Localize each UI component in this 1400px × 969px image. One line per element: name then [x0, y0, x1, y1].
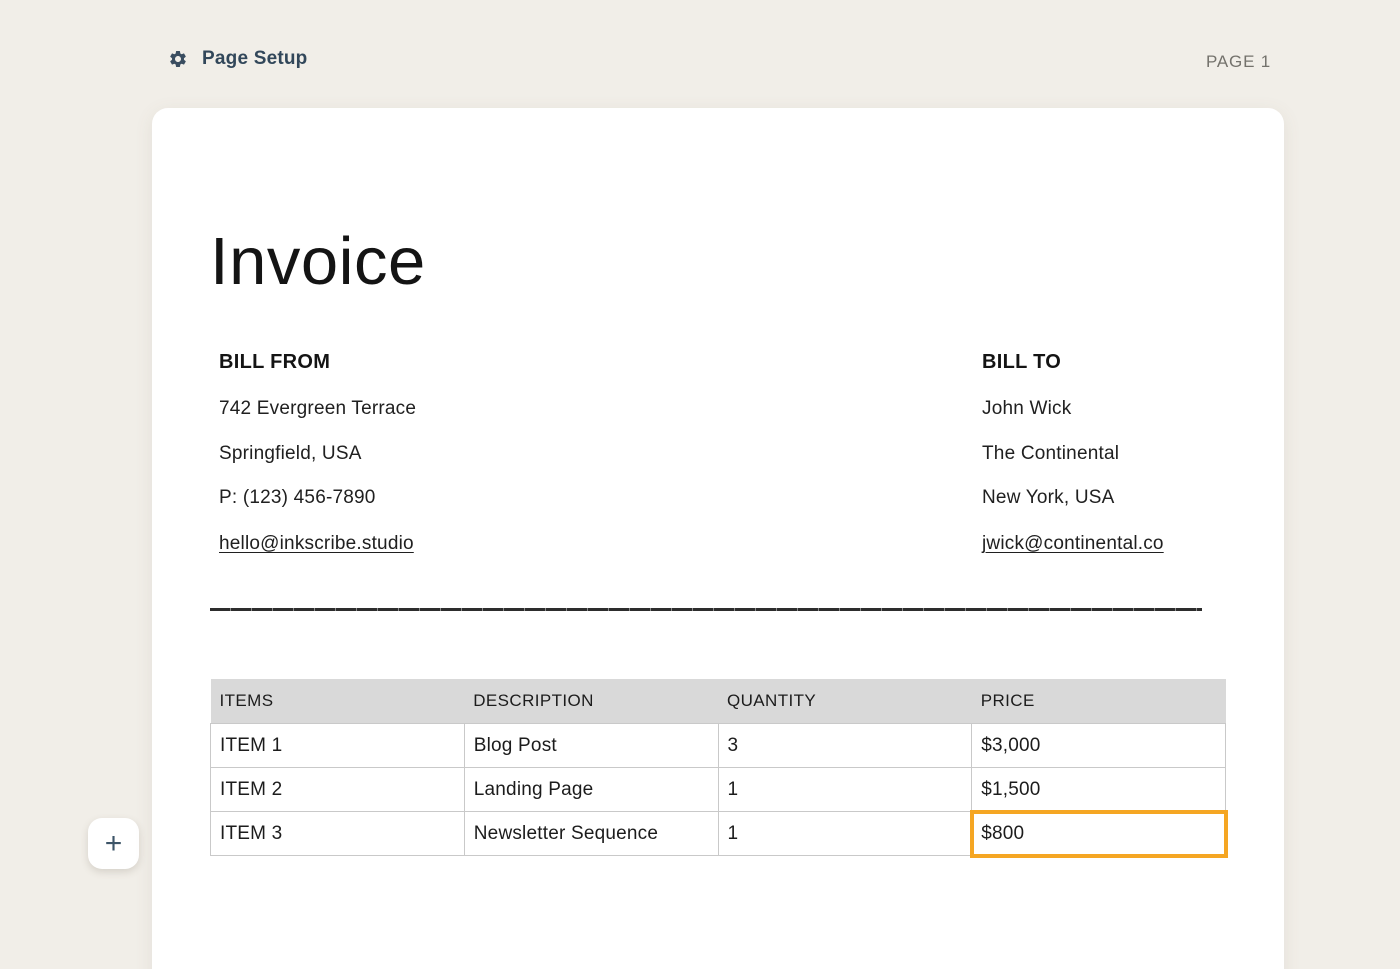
table-row: ITEM 1 Blog Post 3 $3,000: [210, 723, 1226, 769]
bill-to-city: New York, USA: [982, 487, 1115, 509]
plus-icon: +: [104, 826, 123, 860]
gear-icon: [170, 51, 186, 67]
table-row: ITEM 3 Newsletter Sequence 1 $800: [210, 809, 1228, 858]
bill-to-email-link[interactable]: jwick@continental.co: [982, 533, 1164, 555]
bill-from-phone: P: (123) 456-7890: [219, 487, 376, 509]
table-cell[interactable]: Landing Page: [463, 767, 719, 813]
table-cell[interactable]: ITEM 1: [210, 723, 465, 769]
table-cell[interactable]: 1: [717, 767, 973, 813]
document-page[interactable]: Invoice BILL FROM 742 Evergreen Terrace …: [152, 108, 1284, 969]
table-cell[interactable]: ITEM 2: [210, 767, 465, 813]
add-block-button[interactable]: +: [88, 818, 139, 869]
billing-section: BILL FROM 742 Evergreen Terrace Springfi…: [210, 351, 1226, 561]
table-cell[interactable]: Newsletter Sequence: [463, 811, 719, 857]
bill-to-block[interactable]: BILL TO John Wick The Continental New Yo…: [982, 351, 1164, 556]
table-cell[interactable]: $1,500: [971, 767, 1226, 813]
table-cell[interactable]: $3,000: [971, 723, 1226, 769]
table-row: ITEM 2 Landing Page 1 $1,500: [210, 767, 1226, 813]
column-header-items[interactable]: ITEMS: [210, 678, 465, 724]
table-cell[interactable]: 3: [717, 723, 973, 769]
bill-from-heading: BILL FROM: [219, 350, 331, 373]
column-header-description[interactable]: DESCRIPTION: [464, 678, 718, 724]
bill-to-company: The Continental: [982, 442, 1120, 464]
page-number-indicator: PAGE 1: [1206, 52, 1271, 71]
bill-from-city: Springfield, USA: [219, 442, 362, 464]
bill-to-heading: BILL TO: [982, 350, 1062, 373]
table-header-row: ITEMS DESCRIPTION QUANTITY PRICE: [210, 678, 1226, 724]
bill-to-name: John Wick: [982, 397, 1072, 419]
page-setup-label: Page Setup: [202, 48, 308, 69]
table-cell[interactable]: 1: [717, 811, 973, 857]
underscore-divider: [210, 607, 1202, 611]
table-cell[interactable]: Blog Post: [463, 723, 719, 769]
table-cell[interactable]: ITEM 3: [210, 811, 465, 857]
column-header-price[interactable]: PRICE: [971, 678, 1226, 724]
table-cell[interactable]: $800: [969, 809, 1228, 858]
bill-from-block[interactable]: BILL FROM 742 Evergreen Terrace Springfi…: [219, 351, 416, 556]
page-title: Invoice: [210, 224, 426, 299]
page-setup-button[interactable]: Page Setup: [168, 48, 307, 70]
bill-from-address: 742 Evergreen Terrace: [219, 397, 417, 419]
bill-from-email-link[interactable]: hello@inkscribe.studio: [219, 533, 414, 555]
column-header-quantity[interactable]: QUANTITY: [718, 678, 972, 724]
invoice-table: ITEMS DESCRIPTION QUANTITY PRICE ITEM 1 …: [210, 678, 1228, 858]
